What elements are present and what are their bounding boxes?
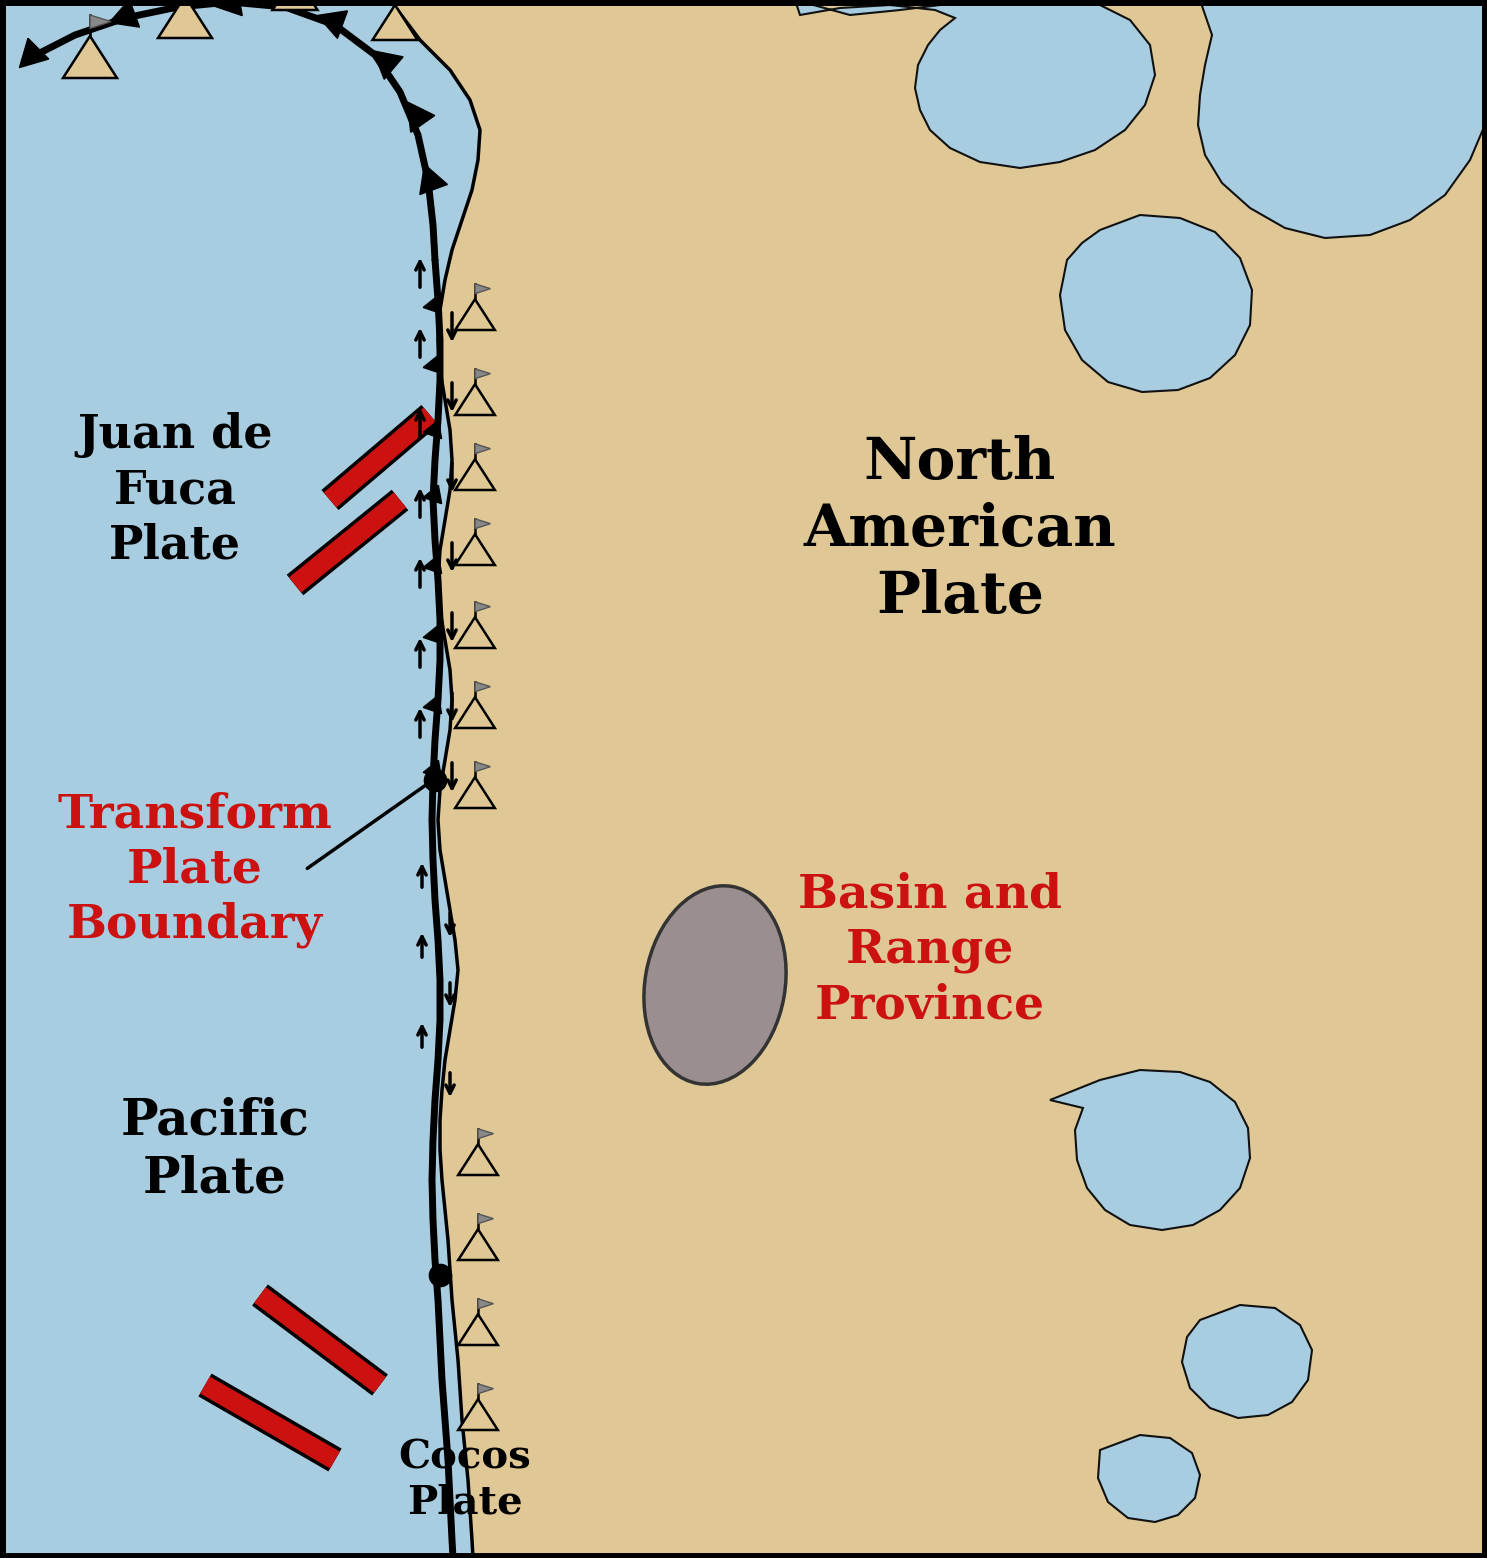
Polygon shape bbox=[424, 296, 442, 313]
Text: North
American
Plate: North American Plate bbox=[803, 435, 1117, 625]
Ellipse shape bbox=[644, 887, 787, 1084]
Polygon shape bbox=[272, 0, 318, 9]
Polygon shape bbox=[474, 601, 491, 612]
Polygon shape bbox=[390, 0, 1487, 1558]
Polygon shape bbox=[373, 51, 403, 79]
Polygon shape bbox=[474, 444, 491, 453]
Polygon shape bbox=[1182, 1306, 1312, 1418]
Polygon shape bbox=[424, 485, 442, 503]
Text: Juan de
Fuca
Plate: Juan de Fuca Plate bbox=[77, 411, 272, 569]
Polygon shape bbox=[419, 164, 448, 195]
Polygon shape bbox=[455, 299, 495, 330]
Polygon shape bbox=[424, 421, 442, 439]
Polygon shape bbox=[424, 555, 442, 573]
Polygon shape bbox=[19, 39, 49, 67]
Polygon shape bbox=[477, 1384, 494, 1394]
Polygon shape bbox=[91, 16, 112, 28]
Polygon shape bbox=[424, 625, 442, 643]
Polygon shape bbox=[424, 695, 442, 714]
Polygon shape bbox=[455, 696, 495, 728]
Polygon shape bbox=[1050, 1070, 1251, 1229]
Polygon shape bbox=[474, 682, 491, 692]
Text: Transform
Plate
Boundary: Transform Plate Boundary bbox=[58, 791, 333, 949]
Polygon shape bbox=[796, 0, 1155, 168]
Polygon shape bbox=[62, 36, 117, 78]
Text: Cocos
Plate: Cocos Plate bbox=[399, 1438, 531, 1522]
Polygon shape bbox=[474, 519, 491, 528]
Polygon shape bbox=[455, 460, 495, 491]
Text: Basin and
Range
Province: Basin and Range Province bbox=[799, 872, 1062, 1028]
Polygon shape bbox=[1060, 215, 1252, 393]
Polygon shape bbox=[1199, 0, 1487, 238]
Polygon shape bbox=[458, 1229, 498, 1260]
Polygon shape bbox=[477, 1299, 494, 1309]
Polygon shape bbox=[455, 534, 495, 566]
Polygon shape bbox=[474, 762, 491, 771]
Polygon shape bbox=[110, 0, 140, 26]
Polygon shape bbox=[407, 101, 434, 132]
Polygon shape bbox=[455, 617, 495, 648]
Polygon shape bbox=[317, 11, 348, 39]
Polygon shape bbox=[474, 369, 491, 379]
Polygon shape bbox=[1097, 1435, 1200, 1522]
Polygon shape bbox=[458, 1399, 498, 1430]
Polygon shape bbox=[373, 5, 418, 41]
Polygon shape bbox=[424, 760, 442, 779]
Polygon shape bbox=[158, 0, 213, 37]
Text: Pacific
Plate: Pacific Plate bbox=[120, 1097, 309, 1204]
Polygon shape bbox=[477, 1214, 494, 1223]
Polygon shape bbox=[458, 1144, 498, 1175]
Polygon shape bbox=[474, 284, 491, 294]
Polygon shape bbox=[213, 0, 242, 16]
Polygon shape bbox=[458, 1315, 498, 1345]
Polygon shape bbox=[477, 1130, 494, 1139]
Polygon shape bbox=[455, 777, 495, 809]
Polygon shape bbox=[424, 355, 442, 374]
Polygon shape bbox=[455, 385, 495, 414]
